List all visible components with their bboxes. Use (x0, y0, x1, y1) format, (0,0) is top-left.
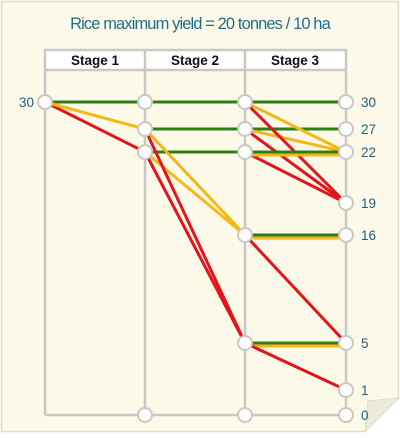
node-stage-4-value-5 (338, 335, 354, 351)
path-line-yellow (143, 127, 247, 237)
path-line-red (43, 100, 147, 154)
node-circles (37, 94, 354, 423)
stage-3-label: Stage 3 (271, 53, 320, 68)
folded-corner (364, 397, 400, 433)
path-line-red (243, 341, 348, 392)
end-value-0: 0 (361, 408, 369, 423)
node-stage-3-value-22 (237, 144, 253, 160)
node-stage-3-value-27 (237, 121, 253, 137)
diagram-title: Rice maximum yield = 20 tonnes / 10 ha (70, 15, 331, 33)
node-stage-4-value-22 (338, 144, 354, 160)
path-line-yellow (243, 100, 348, 154)
stage-1-label: Stage 1 (71, 53, 120, 68)
end-value-1: 1 (361, 383, 369, 398)
start-value-label: 30 (19, 95, 34, 110)
path-line-red (243, 150, 348, 205)
path-line-red (243, 127, 348, 205)
node-stage-4-value-19 (338, 195, 354, 211)
node-stage-2-value-30 (137, 94, 153, 110)
node-stage-4-value-30 (338, 94, 354, 110)
node-stage-3-value-16 (237, 227, 253, 243)
node-stage-4-value-0 (338, 407, 354, 423)
path-lines (43, 100, 348, 392)
stage-header-bar (43, 48, 348, 72)
node-stage-3-value-0 (237, 407, 253, 423)
end-value-5: 5 (361, 336, 369, 351)
end-value-30: 30 (361, 95, 376, 110)
path-line-red (143, 150, 247, 345)
path-line-yellow (243, 127, 348, 154)
stage-2-label: Stage 2 (171, 53, 219, 68)
path-line-yellow (43, 100, 147, 131)
node-stage-2-value-27 (137, 121, 153, 137)
node-stage-2-value-0 (137, 407, 153, 423)
node-stage-4-value-16 (338, 227, 354, 243)
end-value-19: 19 (361, 196, 376, 211)
node-stage-3-value-5 (237, 335, 253, 351)
end-value-16: 16 (361, 228, 376, 243)
path-line-red (243, 233, 348, 345)
end-value-27: 27 (361, 122, 376, 137)
node-stage-4-value-1 (338, 382, 354, 398)
node-stage-4-value-27 (338, 121, 354, 137)
end-value-22: 22 (361, 145, 376, 160)
path-line-red (143, 127, 247, 345)
node-stage-2-value-22 (137, 144, 153, 160)
node-stage-1-value-30 (37, 94, 53, 110)
node-stage-3-value-30 (237, 94, 253, 110)
